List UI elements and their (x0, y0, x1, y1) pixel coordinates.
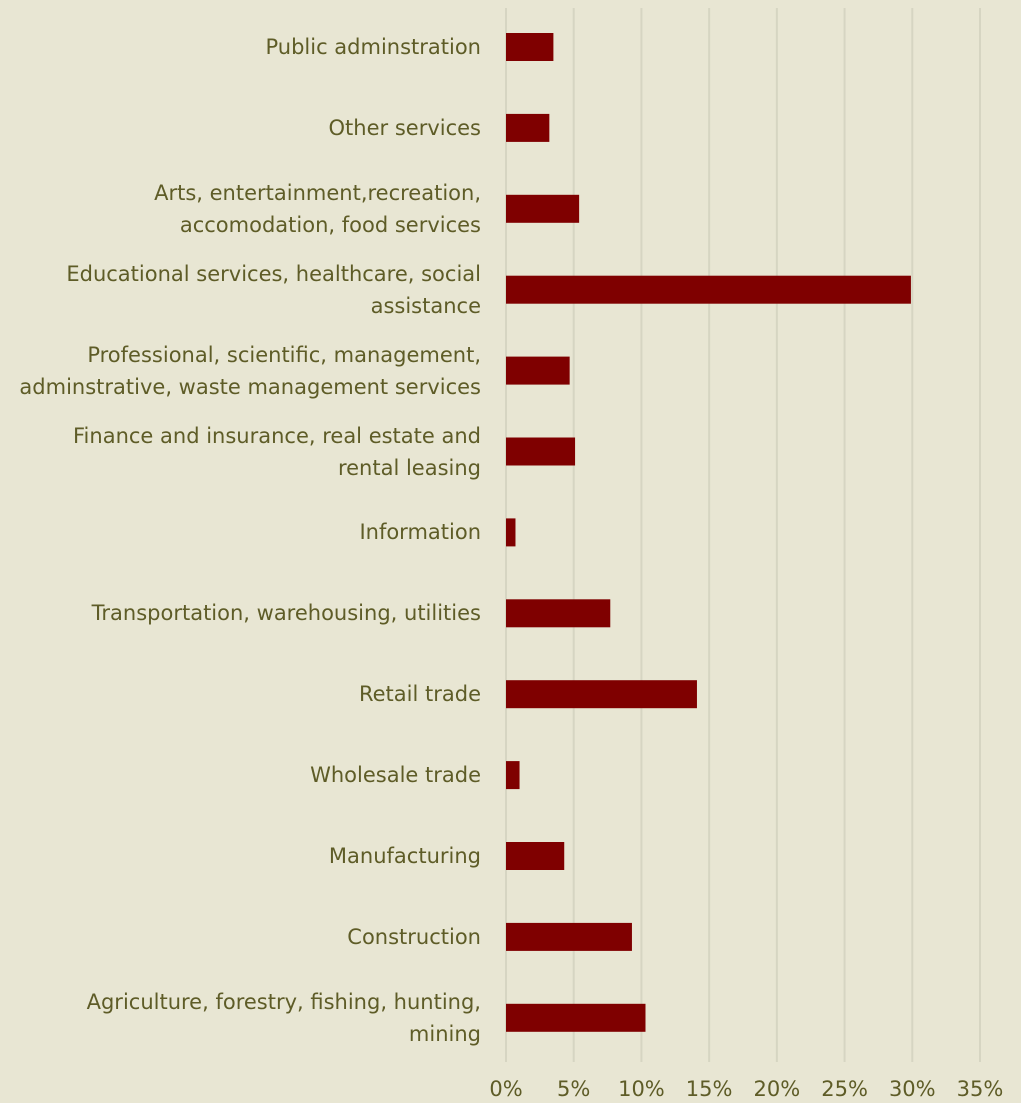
bar (506, 842, 565, 870)
bar (506, 437, 576, 466)
x-tick-label: 35% (957, 1077, 1004, 1101)
x-tick-label: 10% (618, 1077, 665, 1101)
bar (506, 194, 580, 223)
category-label: Transportation, warehousing, utilities (91, 601, 481, 626)
category-label: Manufacturing (328, 844, 481, 868)
x-tick-label: 0% (489, 1077, 522, 1101)
bar (506, 518, 516, 547)
bar (506, 33, 554, 61)
category-label: Other services (328, 115, 481, 140)
bar (506, 275, 911, 304)
x-tick-label: 25% (821, 1077, 868, 1101)
category-label: Retail trade (358, 682, 481, 707)
category-label: Wholesale trade (310, 763, 481, 788)
bar (506, 680, 697, 709)
category-label: Information (359, 520, 481, 545)
bar (506, 761, 520, 790)
x-tick-label: 30% (889, 1077, 936, 1101)
category-label: Professional, scientific, management, ad… (19, 342, 481, 399)
bar (506, 356, 570, 385)
category-label: Educational services, healthcare, social… (66, 261, 481, 318)
x-tick-label: 20% (754, 1077, 801, 1101)
bar (506, 1003, 646, 1032)
bar (506, 113, 550, 142)
bar (506, 599, 611, 628)
category-label: Agriculture, forestry, fishing, hunting,… (86, 989, 481, 1046)
category-label: Construction (347, 924, 481, 949)
category-label: Arts, entertainment,recreation, accomoda… (154, 180, 481, 237)
x-tick-label: 5% (557, 1077, 590, 1101)
x-tick-label: 15% (686, 1077, 733, 1101)
category-label: Public adminstration (265, 35, 481, 59)
bar (506, 922, 632, 951)
category-label: Finance and insurance, real estate and r… (73, 423, 481, 480)
